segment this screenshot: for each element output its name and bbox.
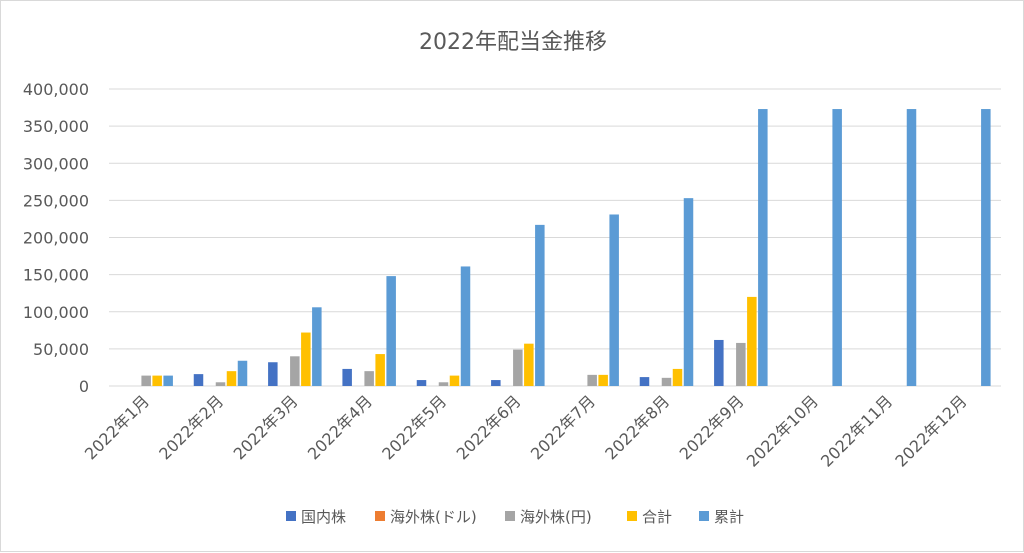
bar-3-4 <box>364 371 374 386</box>
y-tick-label: 200,000 <box>23 229 89 248</box>
bar-3-5 <box>438 382 449 386</box>
bar-5-5 <box>460 266 471 386</box>
x-tick-label: 2022年3月 <box>230 391 302 463</box>
y-tick-label: 0 <box>79 377 89 396</box>
x-tick-label: 2022年1月 <box>81 391 153 463</box>
x-tick-label: 2022年5月 <box>378 391 450 463</box>
y-tick-label: 50,000 <box>33 340 89 359</box>
bar-5-12 <box>981 109 991 387</box>
bar-3-1 <box>141 375 151 386</box>
legend-swatch <box>375 511 385 521</box>
bar-5-9 <box>758 109 768 387</box>
bar-5-11 <box>906 109 917 387</box>
legend-swatch <box>286 511 296 521</box>
bar-4-9 <box>747 296 757 386</box>
x-tick-label: 2022年12月 <box>891 391 970 470</box>
bar-4-7 <box>598 374 608 386</box>
x-axis-tick-labels: 2022年1月 2022年2月 2022年3月 2022年4月 2022年5月 2022年… <box>81 391 971 470</box>
bar-5-8 <box>683 198 694 386</box>
legend-swatch <box>505 511 515 521</box>
bar-3-7 <box>587 374 597 386</box>
bar-3-8 <box>661 377 672 386</box>
y-axis-tick-labels: 0 50,000 100,000 150,000 200,000 250,000 300,0… <box>23 80 89 396</box>
bar-5-10 <box>832 109 842 387</box>
bar-4-8 <box>672 368 683 386</box>
bar-1-8 <box>639 377 650 386</box>
legend-label: 海外株(ドル) <box>390 508 477 526</box>
bar-3-6 <box>513 349 523 386</box>
legend-label: 合計 <box>642 508 672 526</box>
x-tick-label: 2022年9月 <box>676 391 748 463</box>
legend-label: 累計 <box>714 508 744 526</box>
y-tick-label: 400,000 <box>23 80 89 99</box>
bar-1-9 <box>714 339 724 386</box>
bar-4-5 <box>449 375 460 386</box>
bar-4-6 <box>524 343 534 386</box>
bar-1-3 <box>268 362 278 386</box>
legend-label: 国内株 <box>301 508 346 526</box>
legend-swatch <box>627 511 637 521</box>
bar-4-1 <box>152 375 162 386</box>
x-tick-label: 2022年6月 <box>453 391 525 463</box>
chart-title: 2022年配当金推移 <box>419 30 607 55</box>
x-tick-label: 2022年4月 <box>304 391 376 463</box>
bar-4-2 <box>226 371 237 386</box>
bars <box>141 109 991 387</box>
x-tick-label: 2022年2月 <box>155 391 227 463</box>
y-tick-label: 150,000 <box>23 266 89 285</box>
y-tick-label: 250,000 <box>23 191 89 210</box>
bar-3-9 <box>736 342 746 386</box>
x-tick-label: 2022年10月 <box>743 391 822 470</box>
x-tick-label: 2022年8月 <box>601 391 673 463</box>
x-tick-label: 2022年11月 <box>817 391 896 470</box>
y-tick-label: 100,000 <box>23 303 89 322</box>
y-tick-label: 350,000 <box>23 117 89 136</box>
gridlines <box>109 88 1001 387</box>
bar-5-1 <box>163 375 173 386</box>
bar-5-6 <box>535 224 545 386</box>
bar-1-2 <box>193 374 204 386</box>
bar-1-6 <box>491 380 501 386</box>
bar-3-2 <box>215 382 226 386</box>
y-tick-label: 300,000 <box>23 154 89 173</box>
x-tick-label: 2022年7月 <box>527 391 599 463</box>
bar-1-5 <box>416 380 427 386</box>
bar-5-2 <box>237 360 248 386</box>
legend: 国内株 海外株(ドル) 海外株(円) 合計 累計 <box>286 508 744 526</box>
bar-5-4 <box>386 276 396 386</box>
bar-4-3 <box>301 332 311 386</box>
bar-5-3 <box>312 307 322 386</box>
bar-1-4 <box>342 368 352 386</box>
bar-4-4 <box>375 354 385 386</box>
legend-swatch <box>699 511 709 521</box>
bar-3-3 <box>290 356 300 386</box>
bar-5-7 <box>609 214 619 386</box>
legend-label: 海外株(円) <box>520 508 592 526</box>
